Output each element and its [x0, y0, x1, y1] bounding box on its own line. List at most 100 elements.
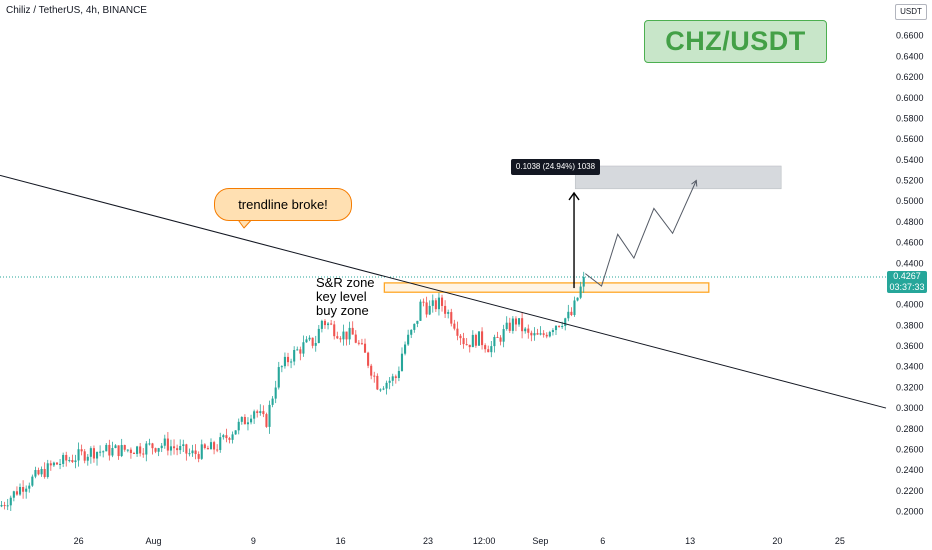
candle-body	[524, 328, 527, 332]
candle-body	[92, 448, 95, 459]
candle-body	[404, 344, 407, 354]
candle-body	[302, 342, 305, 354]
candle-body	[357, 342, 360, 344]
candle-body	[484, 345, 487, 350]
candle-body	[6, 505, 9, 507]
price-tick-label: 0.4800	[896, 217, 924, 227]
candle-body	[25, 488, 28, 492]
candle-body	[179, 446, 182, 451]
candle-body	[240, 416, 243, 422]
candle-body	[296, 349, 299, 351]
candle-body	[505, 322, 508, 330]
candle-body	[136, 446, 139, 454]
candle-body	[293, 349, 296, 362]
candle-body	[456, 328, 459, 336]
candle-body	[15, 491, 18, 495]
time-axis[interactable]: 26 Aug 9 16 23 12:00 Sep 6 13 20 25	[74, 536, 845, 546]
currency-badge[interactable]: USDT	[895, 4, 927, 20]
candle-body	[228, 438, 231, 440]
candle-body	[206, 448, 209, 450]
candle-body	[108, 444, 111, 456]
candle-body	[551, 330, 554, 333]
candle-body	[148, 443, 151, 445]
candle-body	[444, 305, 447, 314]
price-tick-label: 0.5800	[896, 113, 924, 123]
candle-body	[62, 454, 65, 464]
candle-body	[256, 411, 259, 414]
candle-body	[176, 448, 179, 451]
candle-body	[413, 323, 416, 330]
candle-body	[490, 346, 493, 353]
candle-body	[246, 422, 250, 425]
candle-body	[18, 487, 22, 495]
candle-body	[450, 312, 453, 324]
candle-body	[416, 320, 419, 324]
price-axis[interactable]: 0.2000 0.2200 0.2400 0.2600 0.2800 0.3000 0.32…	[896, 10, 924, 517]
price-tick-label: 0.2000	[896, 507, 924, 517]
candle-body	[502, 329, 505, 342]
candle-body	[407, 334, 410, 345]
projection-arrowhead	[691, 179, 698, 187]
candle-body	[428, 305, 431, 315]
candle-body	[234, 430, 237, 435]
candle-body	[111, 448, 114, 456]
price-tick-label: 0.2800	[896, 424, 924, 434]
target-zone-box[interactable]	[574, 165, 782, 190]
candle-body	[274, 387, 277, 399]
candle-body	[222, 435, 225, 438]
candle-body	[52, 462, 55, 466]
trendline-callout[interactable]: trendline broke!	[214, 188, 352, 221]
trendline-stroke[interactable]	[0, 174, 887, 409]
candle-body	[462, 338, 465, 345]
candlestick-series	[0, 271, 585, 511]
projection-line[interactable]	[584, 180, 697, 287]
time-tick-label: 9	[251, 536, 256, 546]
price-tick-label: 0.4000	[896, 300, 924, 310]
price-tick-label: 0.4600	[896, 238, 924, 248]
candle-body	[59, 463, 62, 465]
candle-body	[209, 442, 213, 450]
candle-body	[367, 352, 370, 366]
time-tick-label: Sep	[532, 536, 548, 546]
candle-body	[12, 491, 15, 498]
candle-body	[545, 334, 548, 337]
price-tick-label: 0.6000	[896, 93, 924, 103]
candle-body	[95, 452, 99, 459]
price-tick-label: 0.3800	[896, 320, 924, 330]
candle-body	[481, 331, 484, 346]
candle-body	[422, 301, 425, 303]
candle-body	[105, 444, 108, 452]
candle-body	[290, 361, 293, 363]
candle-body	[200, 444, 203, 459]
zone-rect[interactable]	[383, 282, 710, 293]
candle-body	[496, 336, 499, 338]
candle-body	[68, 460, 71, 462]
candle-body	[548, 332, 551, 337]
candle-body	[253, 411, 256, 419]
candle-body	[231, 434, 234, 440]
trendline[interactable]	[0, 174, 887, 409]
candle-body	[336, 336, 339, 339]
measure-arrow[interactable]	[568, 191, 580, 289]
candle-body	[249, 418, 253, 423]
projection-path[interactable]	[584, 179, 698, 287]
target-box-rect[interactable]	[574, 165, 782, 190]
candle-body	[517, 318, 521, 325]
candle-body	[561, 326, 564, 328]
candle-body	[271, 398, 274, 405]
candle-body	[9, 497, 12, 506]
candle-body	[37, 470, 40, 475]
candle-body	[213, 442, 216, 450]
candle-body	[437, 297, 440, 310]
candle-body	[554, 325, 558, 331]
price-tick-label: 0.6400	[896, 51, 924, 61]
candle-body	[55, 462, 59, 465]
candle-body	[142, 453, 145, 455]
candle-body	[564, 318, 567, 327]
candle-body	[511, 318, 514, 331]
price-tick-label: 0.3600	[896, 341, 924, 351]
candle-body	[182, 444, 185, 447]
candle-body	[345, 331, 348, 340]
support-resistance-zone[interactable]	[383, 282, 710, 293]
